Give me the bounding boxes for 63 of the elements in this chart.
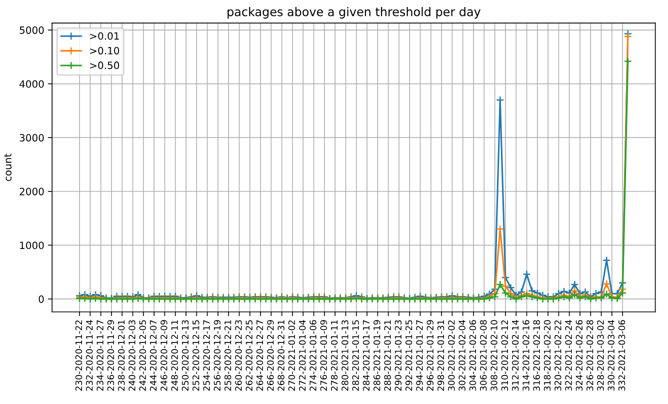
- x-tick-label: 312-2021-02-14: [512, 320, 519, 391]
- x-tick-label: 316-2021-02-18: [533, 320, 540, 391]
- x-tick-label: 322-2021-02-24: [565, 320, 572, 391]
- y-tick-label: 2000: [20, 188, 44, 196]
- x-tick-label: 314-2021-02-16: [522, 320, 530, 391]
- x-tick-label: 276-2021-01-09: [320, 320, 328, 391]
- x-tick-label: 232-2020-11-24: [86, 320, 93, 391]
- x-tick-label: 286-2021-01-19: [374, 320, 380, 391]
- x-tick-label: 258-2020-12-21: [224, 320, 232, 391]
- x-tick-label: 238-2020-12-01: [118, 320, 125, 391]
- x-tick-label: 292-2021-01-25: [405, 320, 412, 391]
- x-tick-label: 230-2020-11-22: [75, 320, 82, 391]
- x-tick-label: 234-2020-11-27: [96, 320, 104, 391]
- x-tick-label: 272-2021-01-04: [298, 320, 306, 391]
- x-tick-label: 330-2021-03-04: [608, 320, 614, 391]
- y-tick-label: 4000: [20, 80, 44, 88]
- x-tick-label: 300-2021-02-02: [448, 320, 455, 391]
- x-tick-label: 268-2020-12-31: [278, 320, 284, 391]
- legend-label: >0.50: [90, 62, 120, 70]
- y-tick-label: 0: [38, 295, 44, 303]
- x-tick-label: 294-2021-01-27: [416, 320, 423, 391]
- x-tick-label: 308-2021-02-10: [490, 320, 498, 391]
- x-tick-label: 296-2021-01-29: [426, 320, 434, 391]
- x-tick-label: 306-2021-02-08: [480, 320, 487, 391]
- x-tick-label: 324-2021-02-26: [576, 320, 583, 391]
- x-tick-label: 278-2021-01-11: [330, 320, 338, 391]
- x-tick-label: 288-2021-01-21: [384, 320, 391, 391]
- x-tick-label: 302-2021-02-04: [458, 320, 466, 391]
- legend-label: >0.01: [90, 32, 119, 40]
- x-tick-label: 318-2021-02-20: [544, 320, 551, 391]
- x-tick-label: 280-2021-01-13: [342, 320, 348, 391]
- x-tick-label: 266-2020-12-29: [267, 320, 274, 391]
- x-tick-label: 304-2021-02-06: [469, 320, 476, 391]
- x-tick-label: 246-2020-12-09: [160, 320, 168, 391]
- x-tick-label: 244-2020-12-07: [150, 320, 157, 391]
- chart-title: packages above a given threshold per day: [228, 7, 481, 19]
- x-tick-label: 320-2021-02-22: [554, 320, 562, 391]
- x-tick-label: 332-2021-03-06: [618, 320, 626, 391]
- x-tick-label: 256-2020-12-19: [214, 320, 221, 391]
- x-tick-label: 270-2021-01-02: [288, 320, 296, 391]
- x-tick-label: 310-2021-02-12: [501, 320, 508, 391]
- y-axis-title: count: [4, 154, 12, 182]
- x-tick-label: 250-2020-12-13: [182, 320, 189, 391]
- x-tick-label: 328-2021-03-02: [597, 320, 604, 391]
- x-tick-label: 326-2021-02-28: [586, 320, 594, 391]
- x-tick-label: 290-2021-01-23: [394, 320, 402, 391]
- x-tick-label: 248-2020-12-11: [171, 320, 178, 391]
- x-tick-label: 254-2020-12-17: [203, 320, 210, 391]
- x-tick-label: 282-2021-01-15: [352, 320, 359, 391]
- x-tick-label: 298-2021-01-31: [437, 320, 444, 391]
- x-tick-label: 264-2020-12-27: [256, 320, 264, 391]
- x-tick-label: 240-2020-12-03: [128, 320, 136, 391]
- x-tick-label: 284-2021-01-17: [362, 320, 370, 391]
- y-tick-label: 3000: [20, 134, 44, 142]
- y-tick-label: 5000: [20, 26, 44, 34]
- x-tick-label: 242-2020-12-05: [139, 320, 146, 391]
- x-tick-label: 262-2020-12-25: [246, 320, 252, 391]
- x-tick-label: 252-2020-12-15: [192, 320, 200, 391]
- x-tick-label: 260-2020-12-23: [235, 320, 242, 391]
- x-tick-label: 274-2021-01-06: [310, 320, 316, 391]
- legend-label: >0.10: [90, 46, 120, 54]
- y-tick-label: 1000: [20, 242, 44, 250]
- x-tick-label: 236-2020-11-29: [107, 320, 114, 391]
